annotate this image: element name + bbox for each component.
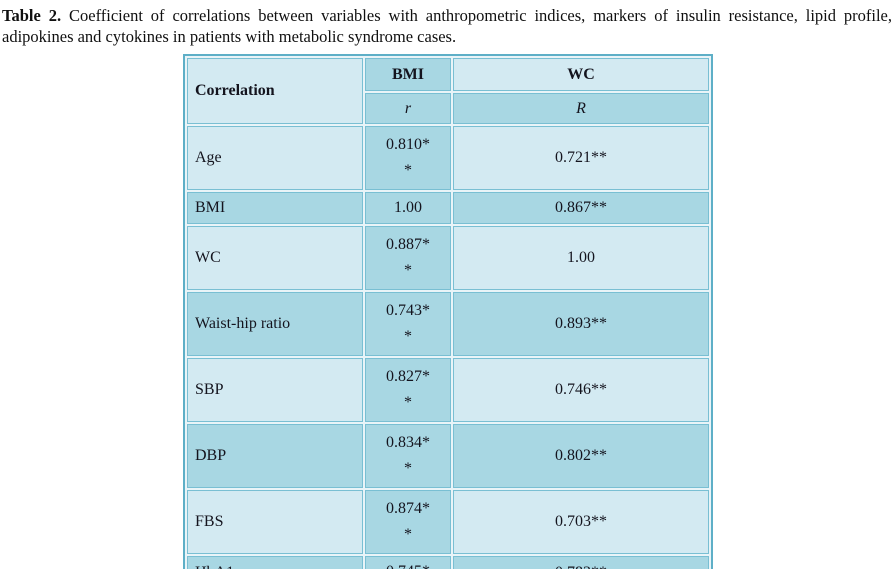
bmi-r-value: 0.874* *: [365, 490, 451, 555]
row-label: Waist-hip ratio: [187, 292, 363, 357]
bmi-r-value: 0.810* *: [365, 126, 451, 190]
table-caption-text: Coefficient of correlations between vari…: [2, 6, 893, 46]
bmi-r-value: 0.834* *: [365, 424, 451, 489]
table-row-fbs: FBS 0.874* * 0.703**: [187, 490, 709, 555]
header-correlation: Correlation: [187, 58, 363, 124]
row-label: DBP: [187, 424, 363, 489]
row-label: FBS: [187, 490, 363, 555]
wc-r-value: 0.746**: [453, 358, 709, 423]
table-row-bmi: BMI 1.00 0.867**: [187, 192, 709, 225]
wc-r-value: 1.00: [453, 226, 709, 291]
row-label: BMI: [187, 192, 363, 225]
wc-r-value: 0.867**: [453, 192, 709, 225]
correlation-table: Correlation BMI WC r R Age 0.810* * 0.72…: [183, 54, 713, 569]
header-row-2: r R: [187, 93, 709, 124]
wc-r-value: 0.893**: [453, 292, 709, 357]
table-row-hba1c: HbA1c 0.745* 0.783**: [187, 556, 709, 569]
header-wc: WC: [453, 58, 709, 91]
table-caption: Table 2. Coefficient of correlations bet…: [2, 5, 892, 47]
row-label: SBP: [187, 358, 363, 423]
table-row-dbp: DBP 0.834* * 0.802**: [187, 424, 709, 489]
header-row-1: Correlation BMI WC: [187, 58, 709, 124]
table-row-wc: WC 0.887* * 1.00: [187, 226, 709, 291]
table-row-sbp: SBP 0.827* * 0.746**: [187, 358, 709, 423]
row-label: Age: [187, 126, 363, 190]
wc-r-value: 0.802**: [453, 424, 709, 489]
row-label: WC: [187, 226, 363, 291]
wc-r-value: 0.783**: [453, 556, 709, 569]
header-bmi-r: r: [365, 93, 451, 124]
row-label: HbA1c: [187, 556, 363, 569]
bmi-r-value: 0.827* *: [365, 358, 451, 423]
bmi-r-value: 1.00: [365, 192, 451, 225]
table-row-waist-hip-ratio: Waist-hip ratio 0.743* * 0.893**: [187, 292, 709, 357]
table-row-age: Age 0.810* * 0.721**: [187, 126, 709, 190]
wc-r-value: 0.721**: [453, 126, 709, 190]
header-wc-r: R: [453, 93, 709, 124]
header-bmi: BMI: [365, 58, 451, 91]
wc-r-value: 0.703**: [453, 490, 709, 555]
bmi-r-value: 0.887* *: [365, 226, 451, 291]
bmi-r-value: 0.743* *: [365, 292, 451, 357]
bmi-r-value: 0.745*: [365, 556, 451, 569]
table-caption-label: Table 2.: [2, 6, 62, 25]
